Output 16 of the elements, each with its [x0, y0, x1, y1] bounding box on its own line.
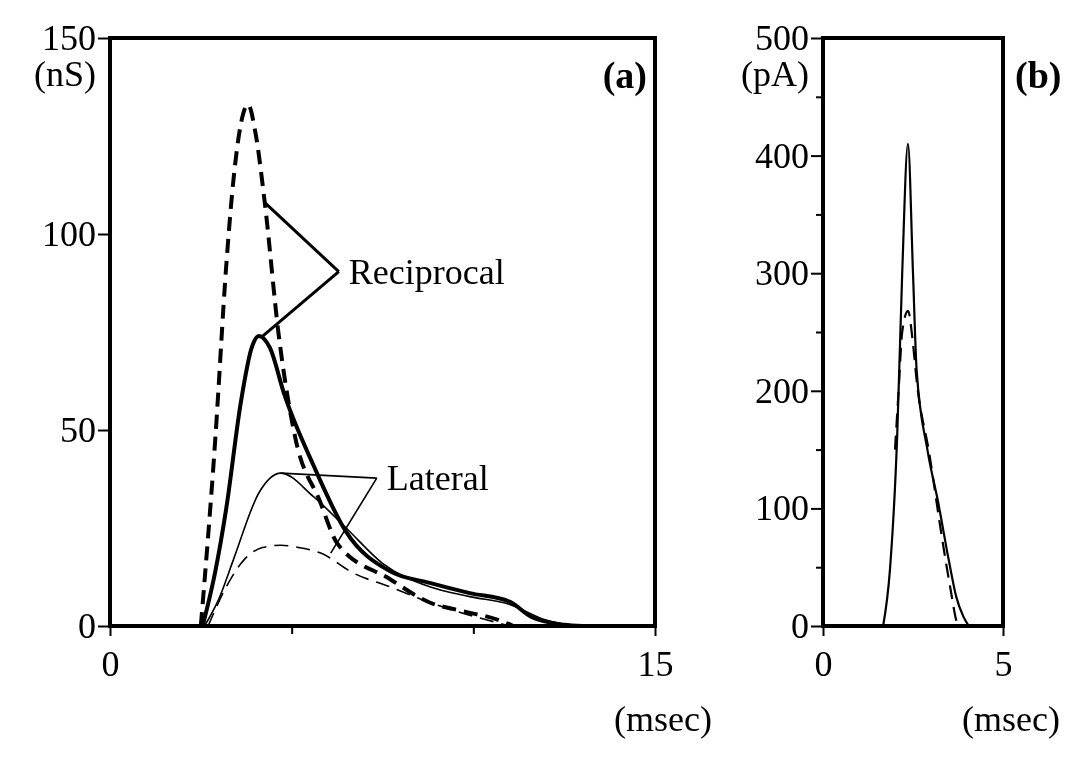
y-tick-label: 300 — [755, 253, 809, 294]
x-axis-title: (msec) — [614, 699, 712, 739]
annotation: Reciprocal — [348, 251, 505, 292]
x-tick-label: 5 — [994, 644, 1013, 685]
annotation: Lateral — [386, 458, 489, 499]
y-tick-label: 400 — [755, 135, 809, 176]
x-axis-title: (msec) — [962, 699, 1060, 739]
x-tick-label: 15 — [637, 644, 674, 685]
y-tick-label: 200 — [755, 370, 809, 411]
y-tick-label: 100 — [42, 214, 96, 255]
y-tick-label: 0 — [791, 606, 809, 647]
y-tick-label: 50 — [60, 410, 96, 451]
y-tick-label: 100 — [755, 488, 809, 529]
y-tick-label: 0 — [78, 606, 96, 647]
chart-title: (a) — [602, 54, 647, 97]
chart-title: (b) — [1015, 54, 1062, 97]
